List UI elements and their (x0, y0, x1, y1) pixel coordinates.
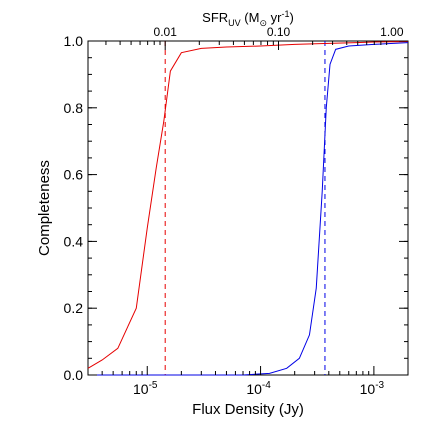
x-axis-label: Flux Density (Jy) (192, 401, 304, 418)
top-axis-label: SFRUV (M⊙ yr-1) (202, 9, 294, 28)
x-tick-label: 10-4 (246, 380, 271, 397)
series-line-1 (88, 42, 409, 376)
y-tick-label: 0.8 (64, 100, 84, 116)
tick-group: 0.0 0.2 0.4 0.6 0.8 1.0 10-5 10-4 10-3 0.01 0.10 1.… (64, 25, 409, 397)
top-tick-label: 0.01 (154, 25, 178, 39)
y-tick-label: 0.0 (64, 367, 84, 383)
top-tick-label: 1.00 (380, 25, 404, 39)
top-tick-label: 0.10 (267, 25, 291, 39)
y-tick-label: 0.6 (64, 167, 84, 183)
plot-frame (87, 40, 409, 376)
y-tick-label: 0.2 (64, 300, 84, 316)
y-axis-label: Completeness (36, 160, 53, 256)
y-tick-label: 1.0 (64, 33, 84, 49)
y-tick-label: 0.4 (64, 233, 84, 249)
series-line-0 (87, 41, 409, 369)
x-tick-label: 10-5 (133, 380, 158, 397)
series-group (87, 41, 409, 376)
x-tick-label: 10-3 (360, 380, 385, 397)
